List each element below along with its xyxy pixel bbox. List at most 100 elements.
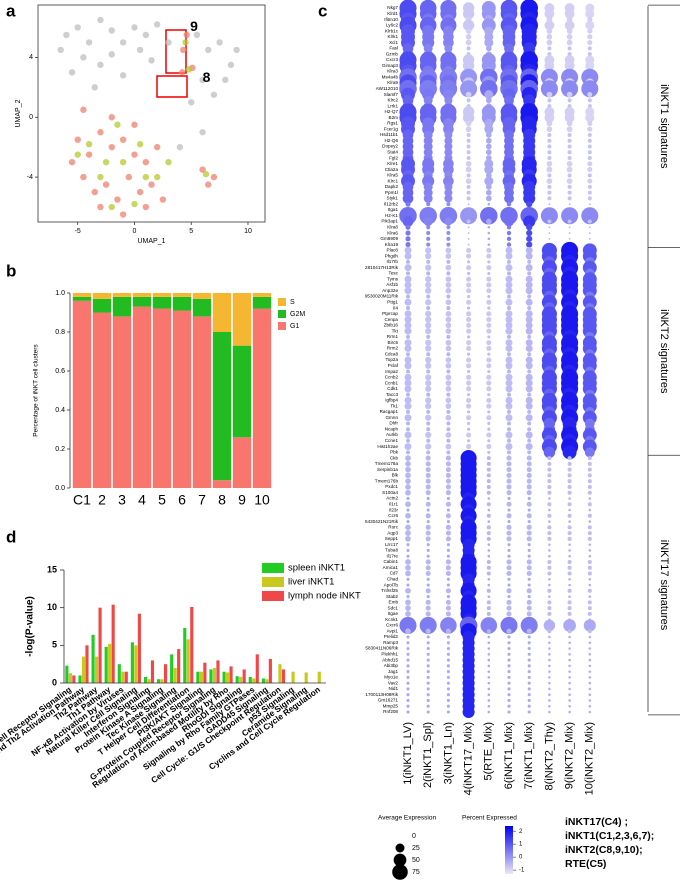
expression-dot bbox=[526, 229, 533, 237]
cell-point bbox=[153, 143, 161, 151]
expression-dot bbox=[506, 242, 512, 247]
expression-dot bbox=[486, 536, 491, 541]
expression-dot bbox=[525, 385, 533, 393]
expression-dot bbox=[548, 658, 551, 662]
expression-dot bbox=[587, 34, 593, 40]
expression-dot bbox=[467, 243, 470, 246]
y-tick-label: 15 bbox=[47, 564, 57, 574]
expression-dot bbox=[525, 298, 533, 306]
expression-dot bbox=[567, 150, 572, 155]
expression-dot bbox=[484, 165, 494, 175]
gene-label: Tuba8 bbox=[385, 548, 398, 553]
expression-dot bbox=[445, 397, 452, 404]
expression-dot bbox=[525, 344, 533, 352]
expression-dot bbox=[466, 444, 472, 450]
expression-dot bbox=[425, 264, 432, 271]
expression-dot bbox=[426, 664, 430, 668]
color-tick-label: 2 bbox=[519, 829, 523, 835]
expression-dot bbox=[547, 513, 552, 518]
expression-dot bbox=[587, 28, 593, 34]
expression-dot bbox=[406, 670, 410, 674]
cell-point bbox=[148, 181, 155, 188]
expression-dot bbox=[505, 339, 513, 347]
gene-label: Tkt bbox=[392, 328, 399, 333]
expression-dot bbox=[567, 531, 572, 536]
gene-label: Mmp25 bbox=[383, 703, 399, 708]
cell-point bbox=[148, 57, 155, 64]
expression-dot bbox=[485, 45, 492, 52]
expression-dot bbox=[548, 520, 551, 523]
expression-dot bbox=[525, 379, 533, 387]
expression-dot bbox=[425, 316, 432, 323]
expression-dot bbox=[547, 46, 552, 51]
expression-dot bbox=[587, 525, 592, 530]
expression-dot bbox=[487, 681, 491, 685]
legend-label: lymph node iNKT bbox=[288, 591, 361, 602]
expression-dot bbox=[405, 450, 411, 455]
expression-dot bbox=[467, 439, 471, 443]
column-label: 4(iNKT17_Mix) bbox=[463, 722, 475, 795]
expression-dot bbox=[426, 520, 430, 524]
expression-dot bbox=[587, 219, 592, 224]
cell-point bbox=[136, 188, 144, 196]
expression-dot bbox=[465, 160, 472, 167]
cell-point bbox=[74, 24, 81, 31]
expression-dot bbox=[446, 409, 451, 414]
cell-point bbox=[193, 31, 201, 39]
gene-label: 9530020M11Rik bbox=[365, 294, 399, 299]
expression-dot bbox=[467, 203, 470, 206]
expression-dot bbox=[487, 393, 491, 397]
expression-dot bbox=[506, 294, 512, 299]
expression-dot bbox=[445, 276, 452, 283]
bar-segment bbox=[232, 437, 252, 488]
gene-label: Birc5 bbox=[388, 340, 399, 345]
expression-dot bbox=[506, 501, 512, 507]
expression-dot bbox=[425, 501, 431, 507]
expression-dot bbox=[505, 252, 513, 260]
expression-dot bbox=[405, 201, 411, 207]
gene-label: Klra6 bbox=[387, 230, 398, 235]
expression-dot bbox=[505, 402, 513, 410]
size-legend-title: Percent Expressed bbox=[462, 815, 517, 822]
expression-dot bbox=[506, 588, 512, 594]
legend-swatch bbox=[278, 310, 286, 318]
expression-dot bbox=[487, 687, 491, 691]
cell-point bbox=[131, 24, 138, 31]
expression-dot bbox=[588, 554, 592, 558]
expression-dot bbox=[527, 543, 531, 547]
bar bbox=[291, 671, 295, 683]
expression-dot bbox=[446, 225, 451, 230]
expression-dot bbox=[486, 606, 491, 611]
expression-dot bbox=[467, 369, 471, 374]
size-legend-label: 50 bbox=[412, 857, 420, 864]
cell-point bbox=[165, 39, 172, 46]
expression-dot bbox=[406, 693, 410, 697]
expression-dot bbox=[462, 60, 475, 72]
expression-dot bbox=[487, 520, 491, 523]
expression-dot bbox=[426, 658, 430, 662]
gene-label: Cdca8 bbox=[385, 351, 399, 356]
expression-dot bbox=[587, 479, 592, 484]
expression-dot bbox=[404, 310, 412, 318]
expression-dot bbox=[526, 484, 532, 490]
cell-point bbox=[85, 151, 93, 158]
gene-label: Dopey2 bbox=[382, 144, 398, 149]
expression-dot bbox=[425, 559, 431, 565]
expression-dot bbox=[404, 379, 412, 387]
cell-point bbox=[131, 200, 138, 208]
expression-dot bbox=[527, 641, 531, 645]
expression-dot bbox=[406, 698, 410, 703]
gene-label: Tmem176a bbox=[375, 461, 399, 466]
expression-dot bbox=[587, 559, 592, 564]
expression-dot bbox=[405, 271, 411, 276]
expression-dot bbox=[526, 467, 532, 473]
expression-dot bbox=[544, 112, 555, 123]
color-tick-label: -1 bbox=[519, 868, 525, 874]
gene-label: Jag1 bbox=[388, 669, 398, 674]
gene-label: 1700113H08Rik bbox=[365, 692, 398, 697]
gene-label: Fcer1g bbox=[384, 126, 399, 131]
gene-label: Ctla2a bbox=[385, 167, 399, 172]
expression-dot bbox=[445, 322, 452, 329]
bar bbox=[147, 679, 151, 683]
gene-label: Il12rb2 bbox=[384, 201, 398, 206]
